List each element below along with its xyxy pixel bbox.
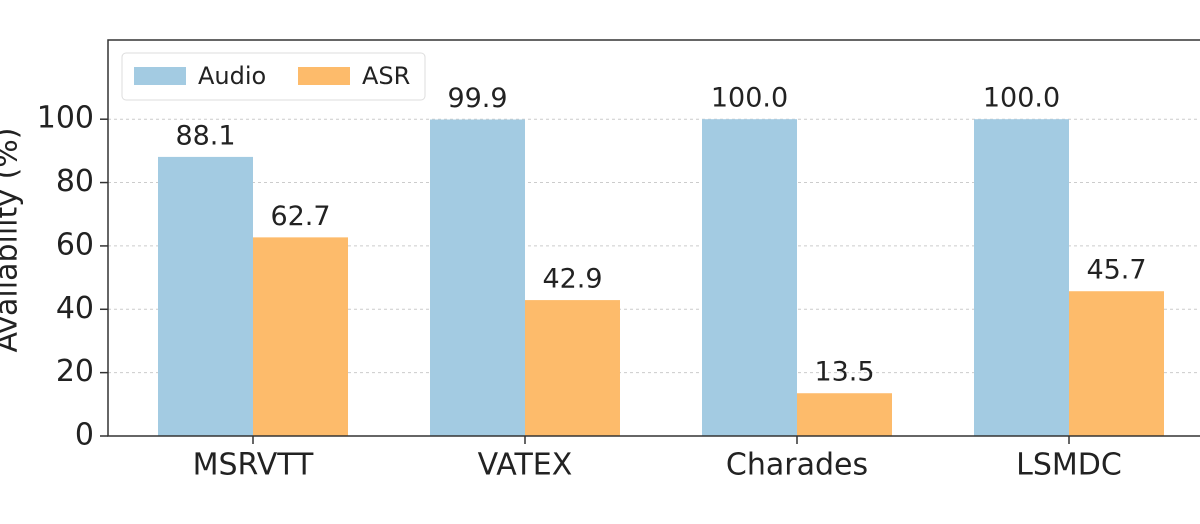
value-label: 62.7: [270, 201, 330, 232]
x-tick-label: LSMDC: [1016, 448, 1122, 483]
bar: [702, 119, 797, 436]
y-axis-label: Availability (%): [0, 128, 25, 353]
y-tick-label: 100: [37, 101, 94, 136]
x-tick-label: VATEX: [478, 448, 573, 483]
value-label: 100.0: [983, 83, 1060, 114]
y-tick-label: 80: [56, 164, 94, 199]
value-label: 13.5: [814, 357, 874, 388]
y-tick-label: 40: [56, 291, 94, 326]
y-tick-label: 0: [75, 418, 94, 453]
bar: [158, 156, 253, 436]
value-label: 99.9: [447, 83, 507, 114]
x-tick-label: Charades: [726, 448, 868, 483]
value-label: 42.9: [542, 264, 602, 295]
legend-label: Audio: [198, 62, 266, 90]
bar: [430, 119, 525, 437]
legend-label: ASR: [362, 62, 410, 90]
y-tick-label: 20: [56, 354, 94, 389]
legend-swatch: [298, 67, 350, 85]
y-tick-label: 60: [56, 227, 94, 262]
bar: [1069, 291, 1164, 436]
legend-swatch: [134, 67, 186, 85]
value-label: 88.1: [175, 120, 235, 151]
bar: [253, 237, 348, 436]
bar: [525, 300, 620, 436]
x-tick-label: MSRVTT: [193, 448, 314, 483]
plot-frame: [107, 39, 1200, 437]
legend-box: [121, 52, 426, 101]
value-label: 45.7: [1086, 255, 1146, 286]
bar: [974, 119, 1069, 436]
bar: [797, 393, 892, 436]
value-label: 100.0: [711, 83, 788, 114]
